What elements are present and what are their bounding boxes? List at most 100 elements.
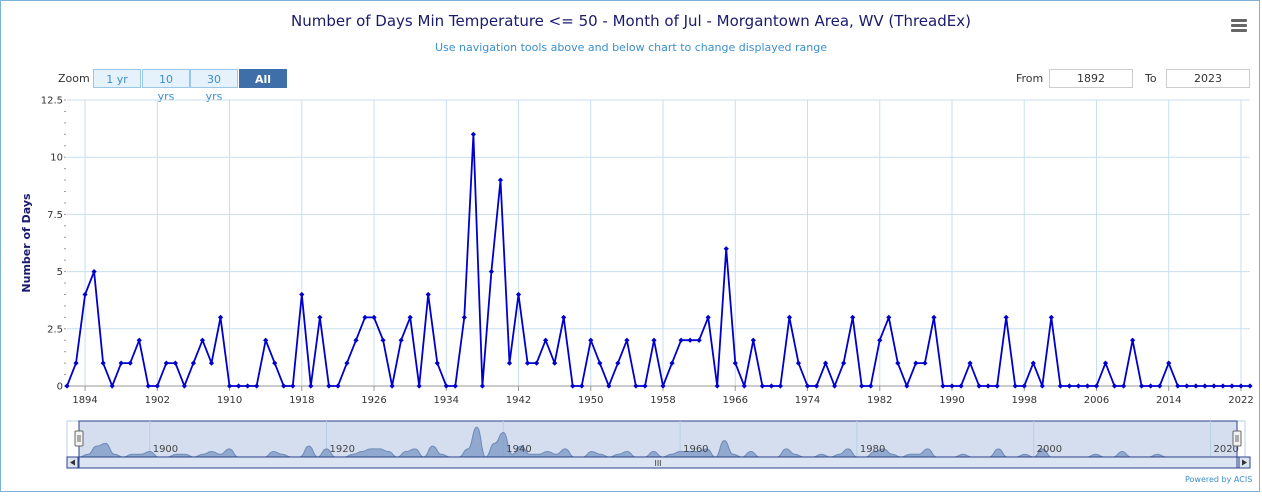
data-point[interactable] (497, 177, 504, 183)
data-point[interactable] (479, 383, 486, 389)
data-point[interactable] (199, 337, 206, 343)
data-point[interactable] (181, 383, 187, 389)
data-point[interactable] (272, 360, 278, 366)
data-point[interactable] (1084, 383, 1091, 389)
data-point[interactable] (813, 383, 820, 389)
data-point[interactable] (533, 360, 540, 366)
data-point[interactable] (353, 337, 359, 343)
navigator-right-handle[interactable] (1232, 430, 1242, 447)
data-point[interactable] (768, 383, 774, 389)
data-point[interactable] (759, 383, 765, 389)
data-point[interactable] (1012, 383, 1018, 389)
range-to-input[interactable] (1166, 69, 1250, 88)
data-point[interactable] (1238, 383, 1244, 389)
data-point[interactable] (217, 314, 224, 320)
data-point[interactable] (1202, 383, 1208, 389)
data-point[interactable] (615, 360, 621, 366)
data-point[interactable] (235, 383, 242, 389)
data-point[interactable] (822, 360, 829, 366)
data-point[interactable] (841, 360, 847, 366)
data-point[interactable] (1039, 383, 1045, 389)
data-point[interactable] (290, 383, 296, 389)
navigator[interactable]: 1900 1920 1940 1960 1980 2000 2020 (66, 420, 1246, 458)
range-from-input[interactable] (1049, 69, 1133, 88)
navigator-left-handle[interactable] (74, 430, 84, 447)
data-point[interactable] (91, 269, 97, 275)
data-point[interactable] (597, 360, 603, 366)
data-point[interactable] (570, 383, 576, 389)
data-point[interactable] (831, 383, 838, 389)
data-point[interactable] (687, 337, 693, 343)
data-point[interactable] (1048, 314, 1054, 320)
data-point[interactable] (317, 314, 323, 320)
data-point[interactable] (850, 314, 856, 320)
data-point[interactable] (254, 383, 260, 389)
data-point[interactable] (714, 383, 720, 389)
data-point[interactable] (100, 360, 106, 366)
data-point[interactable] (868, 383, 874, 389)
data-point[interactable] (895, 360, 901, 366)
data-point[interactable] (741, 383, 747, 389)
data-point[interactable] (1148, 383, 1154, 389)
data-point[interactable] (606, 383, 612, 389)
data-point[interactable] (1093, 383, 1100, 389)
data-point[interactable] (470, 131, 476, 137)
data-point[interactable] (515, 291, 522, 298)
data-point[interactable] (795, 360, 802, 366)
data-point[interactable] (904, 383, 910, 389)
scrollbar-thumb[interactable] (78, 456, 1238, 469)
data-point[interactable] (777, 383, 784, 389)
data-point[interactable] (804, 383, 811, 389)
data-point[interactable] (651, 337, 657, 343)
data-point[interactable] (543, 337, 549, 343)
data-point[interactable] (190, 360, 197, 366)
data-point[interactable] (633, 383, 639, 389)
powered-by-credit[interactable]: Powered by ACIS (1185, 475, 1253, 484)
data-point[interactable] (380, 337, 386, 343)
data-point[interactable] (326, 383, 332, 389)
data-point[interactable] (136, 337, 142, 343)
data-point[interactable] (452, 383, 458, 389)
data-point[interactable] (118, 360, 124, 366)
data-point[interactable] (127, 360, 133, 366)
data-point[interactable] (425, 291, 431, 298)
data-point[interactable] (1066, 383, 1072, 389)
data-point[interactable] (723, 246, 729, 252)
data-point[interactable] (958, 383, 964, 389)
data-point[interactable] (344, 360, 350, 366)
data-point[interactable] (579, 383, 585, 389)
data-point[interactable] (886, 314, 892, 320)
data-point[interactable] (172, 360, 178, 366)
data-point[interactable] (1175, 383, 1181, 389)
data-point[interactable] (245, 383, 251, 389)
data-point[interactable] (967, 360, 973, 366)
hamburger-menu-icon[interactable] (1231, 19, 1247, 33)
data-point[interactable] (1229, 383, 1235, 389)
data-point[interactable] (922, 360, 928, 366)
data-point[interactable] (416, 383, 422, 389)
data-point[interactable] (877, 337, 883, 343)
data-point[interactable] (1030, 360, 1036, 366)
data-point[interactable] (913, 360, 919, 366)
data-point[interactable] (705, 314, 711, 320)
data-point[interactable] (398, 337, 404, 343)
zoom-all-button[interactable]: All (239, 69, 287, 88)
data-point[interactable] (678, 337, 684, 343)
data-point[interactable] (73, 360, 79, 366)
data-point[interactable] (299, 291, 305, 298)
data-point[interactable] (1211, 383, 1217, 389)
scrollbar[interactable]: III (66, 456, 1251, 469)
scrollbar-right-arrow-icon[interactable] (1238, 456, 1251, 469)
data-point[interactable] (786, 314, 793, 320)
data-point[interactable] (1120, 383, 1127, 389)
data-point[interactable] (552, 360, 558, 366)
data-point[interactable] (524, 360, 531, 366)
data-point[interactable] (443, 383, 449, 389)
data-point[interactable] (1157, 383, 1163, 389)
data-point[interactable] (750, 337, 756, 343)
data-point[interactable] (1193, 383, 1199, 389)
data-point[interactable] (1057, 383, 1063, 389)
data-point[interactable] (335, 383, 341, 389)
data-point[interactable] (696, 337, 702, 343)
data-point[interactable] (1102, 360, 1109, 366)
